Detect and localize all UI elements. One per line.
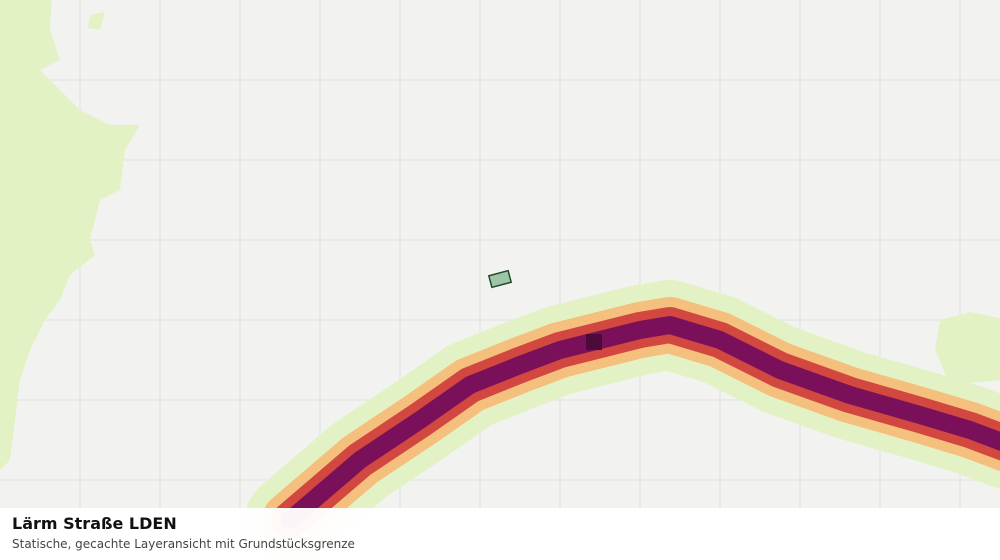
green-patch [88, 12, 105, 30]
noise-bands [245, 280, 1000, 560]
layer-subtitle: Statische, gecachte Layeransicht mit Gru… [12, 537, 355, 551]
noise-peak [586, 334, 602, 350]
layer-title: Lärm Straße LDEN [12, 514, 177, 533]
legend-panel: Lärm Straße LDEN Statische, gecachte Lay… [0, 508, 1000, 560]
green-area [0, 0, 140, 470]
green-patch [935, 312, 1000, 385]
parcel-boundary [487, 269, 513, 289]
